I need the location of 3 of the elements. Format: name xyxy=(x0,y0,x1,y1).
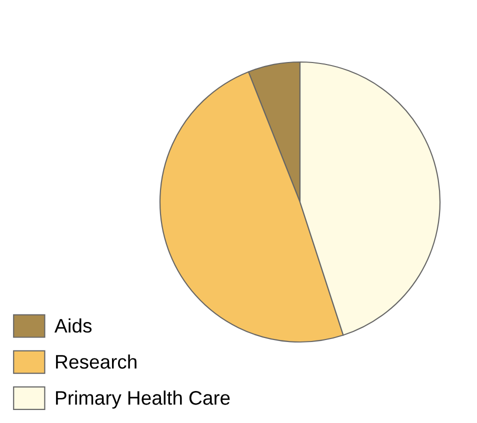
legend-label: Primary Health Care xyxy=(56,390,230,409)
legend-label: Aids xyxy=(54,318,92,333)
legend-label: Research xyxy=(56,354,136,369)
